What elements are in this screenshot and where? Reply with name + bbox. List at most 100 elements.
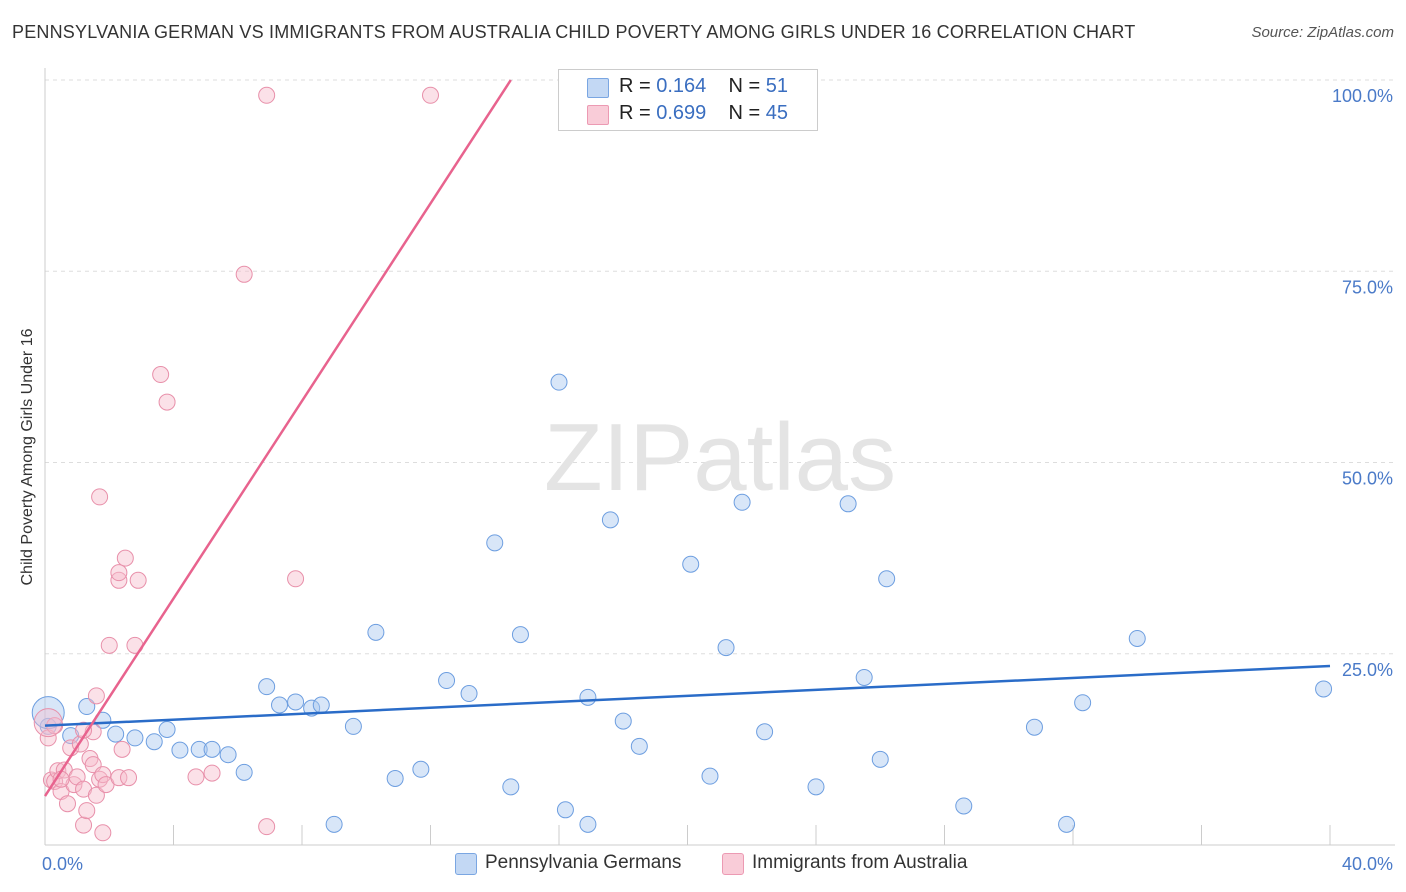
data-point (717, 639, 735, 657)
data-point (110, 564, 128, 582)
legend-r-label: R = (619, 102, 651, 124)
legend-n-value: 45 (765, 102, 789, 124)
trend-line-0 (44, 664, 1331, 727)
data-point-cluster (31, 696, 65, 730)
data-point (871, 750, 889, 768)
data-point (87, 687, 105, 705)
data-point (733, 493, 751, 511)
x-tick-label-max: 40.0% (1342, 854, 1393, 874)
watermark: ZIPatlas (544, 404, 896, 511)
data-point (107, 725, 125, 743)
legend-swatch-pink (722, 853, 744, 875)
data-point (855, 668, 873, 686)
data-point (486, 534, 504, 552)
data-point (367, 623, 385, 641)
data-point (258, 86, 276, 104)
legend-r-value: 0.164 (656, 75, 707, 97)
data-point (190, 740, 208, 758)
data-point (325, 815, 343, 833)
series-pennsylvania-germans (31, 373, 1333, 833)
grid-lines (45, 79, 1395, 655)
y-tick-label: 100.0% (1332, 86, 1393, 106)
data-point (839, 495, 857, 513)
data-point (807, 778, 825, 796)
data-point (258, 678, 276, 696)
data-point (601, 511, 619, 529)
data-point (701, 767, 719, 785)
trend-lines (43, 79, 1331, 797)
data-point (1128, 629, 1146, 647)
data-point (219, 746, 237, 764)
tick-labels: 25.0% 50.0% 75.0% 100.0% 0.0% 40.0% (42, 86, 1393, 874)
data-point (87, 786, 105, 804)
data-point (235, 763, 253, 781)
data-point (126, 729, 144, 747)
data-point (412, 760, 430, 778)
x-tick-label-min: 0.0% (42, 854, 83, 874)
data-point (630, 737, 648, 755)
data-point (1025, 718, 1043, 736)
data-point (113, 740, 131, 758)
y-tick-label: 25.0% (1342, 660, 1393, 680)
data-point (100, 636, 118, 654)
data-point (550, 373, 568, 391)
data-point (460, 685, 478, 703)
data-point (78, 802, 96, 820)
axes (44, 68, 1395, 846)
data-point (502, 778, 520, 796)
data-point (312, 696, 330, 714)
data-point (756, 723, 774, 741)
data-point (158, 393, 176, 411)
data-point (110, 769, 128, 787)
data-point (422, 86, 439, 104)
data-point (258, 818, 276, 836)
data-point (235, 265, 253, 283)
data-point (152, 366, 170, 384)
data-point (58, 795, 76, 813)
legend-n-label: N = (728, 102, 761, 124)
y-tick-label: 50.0% (1342, 469, 1393, 489)
y-tick-label: 75.0% (1342, 277, 1393, 297)
data-point (94, 766, 112, 784)
data-point (287, 693, 305, 711)
legend-r-value: 0.699 (656, 102, 707, 124)
legend-label: Immigrants from Australia (752, 852, 968, 873)
data-point (579, 815, 597, 833)
data-point (878, 570, 896, 588)
data-point (579, 688, 597, 706)
data-point (1058, 815, 1076, 833)
legend-label: Pennsylvania Germans (485, 852, 682, 873)
data-point (129, 571, 147, 589)
data-point (62, 727, 80, 745)
data-point (94, 824, 112, 842)
data-point (511, 626, 529, 644)
data-point (955, 797, 973, 815)
legend-swatch-blue (455, 853, 477, 875)
data-point (75, 816, 93, 834)
data-point (145, 733, 163, 751)
data-point (287, 570, 305, 588)
data-point (556, 801, 574, 819)
data-point (158, 720, 176, 738)
legend-swatch-pink (587, 105, 609, 125)
data-point (91, 488, 109, 506)
legend-swatch-blue (587, 78, 609, 98)
correlation-legend: R = 0.164 N = 51 R = 0.699 N = 45 (558, 69, 818, 131)
legend-n-value: 51 (765, 75, 789, 97)
data-point (116, 549, 134, 567)
data-point (614, 712, 632, 730)
chart-title: PENNSYLVANIA GERMAN VS IMMIGRANTS FROM A… (12, 22, 1136, 42)
data-point (1315, 680, 1333, 698)
data-point (78, 698, 96, 716)
series-immigrants-from-australia (33, 86, 439, 842)
data-point (438, 672, 456, 690)
data-point (682, 555, 700, 573)
trend-line-1 (43, 79, 512, 797)
data-point (120, 769, 138, 787)
data-point (1074, 694, 1092, 712)
legend-n-label: N = (728, 75, 761, 97)
data-point (203, 764, 221, 782)
chart-source: Source: ZipAtlas.com (1251, 24, 1394, 41)
data-point (271, 696, 289, 714)
